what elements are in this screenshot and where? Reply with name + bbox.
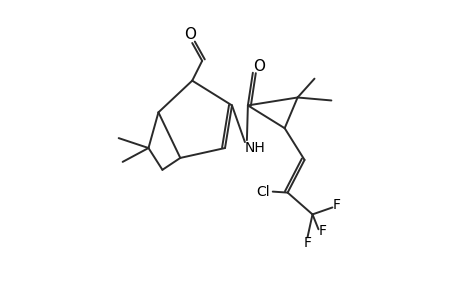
Text: F: F	[332, 199, 340, 212]
Text: Cl: Cl	[255, 184, 269, 199]
Text: NH: NH	[244, 141, 265, 155]
Text: F: F	[318, 224, 326, 238]
Text: O: O	[184, 27, 196, 42]
Text: O: O	[252, 59, 264, 74]
Text: F: F	[303, 236, 311, 250]
